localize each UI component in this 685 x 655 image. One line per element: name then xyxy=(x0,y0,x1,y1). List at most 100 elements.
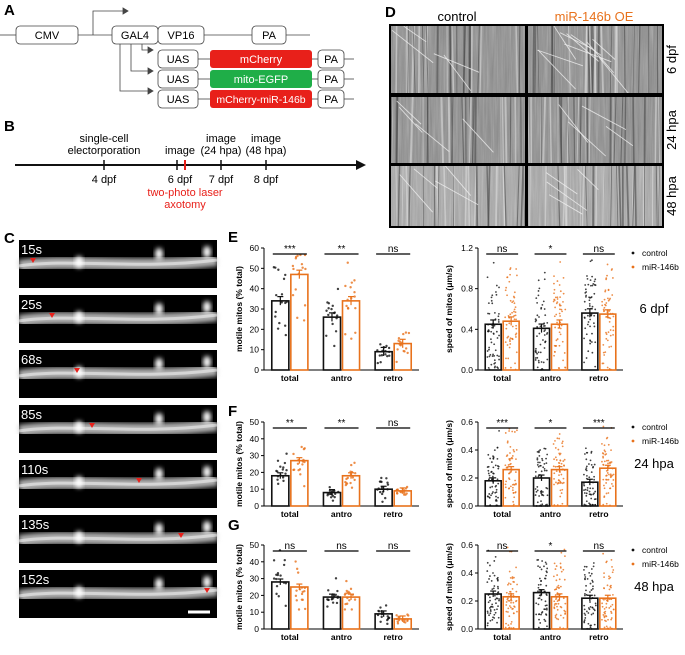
stationary-mito-track xyxy=(474,95,477,165)
x-tick-label: antro xyxy=(540,373,561,383)
mcherry-mir-label: mCherry-miR-146b xyxy=(216,94,305,106)
data-point xyxy=(562,460,565,462)
data-point xyxy=(402,620,406,624)
data-point xyxy=(556,338,559,340)
data-point xyxy=(488,312,491,315)
data-point xyxy=(558,578,561,581)
data-point xyxy=(395,614,398,617)
data-point xyxy=(564,308,567,311)
data-point xyxy=(331,304,334,308)
data-point xyxy=(605,302,608,304)
data-point xyxy=(489,457,492,460)
motile-mito-track xyxy=(567,121,607,157)
data-point xyxy=(537,351,540,354)
data-point xyxy=(593,280,596,283)
x-tick-label: total xyxy=(493,373,511,383)
stationary-mito-track xyxy=(501,95,504,165)
kymo-texture xyxy=(527,96,663,164)
data-point xyxy=(486,276,489,279)
data-point xyxy=(555,481,557,484)
data-point xyxy=(493,366,496,369)
data-point xyxy=(544,604,547,607)
data-point xyxy=(591,259,593,262)
data-point xyxy=(607,492,610,494)
data-point xyxy=(609,317,612,320)
pa-label-top: PA xyxy=(262,30,277,42)
data-point xyxy=(602,552,605,555)
data-point xyxy=(507,624,510,626)
data-point xyxy=(583,300,586,303)
x-tick-label: total xyxy=(281,373,299,383)
data-point xyxy=(536,451,539,453)
data-point xyxy=(490,478,493,481)
tracked-mito-marker xyxy=(136,478,142,483)
data-point xyxy=(541,457,543,460)
data-point xyxy=(586,277,589,280)
data-point xyxy=(587,350,590,353)
legend-control: control xyxy=(642,248,668,258)
data-point xyxy=(512,491,515,494)
data-point xyxy=(386,354,389,358)
y-tick-label: 0.4 xyxy=(461,568,473,578)
data-point xyxy=(284,273,287,277)
y-tick-label: 30 xyxy=(250,304,260,314)
data-point xyxy=(351,476,355,479)
data-point xyxy=(534,494,537,496)
data-point xyxy=(350,281,354,284)
data-point xyxy=(281,468,285,471)
kymo-col-control: control xyxy=(437,9,476,24)
data-point xyxy=(514,311,517,314)
data-point xyxy=(601,442,603,445)
motile-mito-track xyxy=(537,49,584,67)
data-point xyxy=(535,602,538,605)
data-point xyxy=(585,458,588,461)
data-point xyxy=(490,363,493,366)
kymo-texture xyxy=(390,25,526,94)
data-point xyxy=(296,316,299,320)
data-point xyxy=(539,622,542,624)
stationary-mito-track xyxy=(406,24,409,95)
motile-mito-track xyxy=(605,126,634,147)
data-point xyxy=(515,268,518,270)
motile-mito-track xyxy=(444,164,472,196)
data-point xyxy=(587,607,590,609)
data-point xyxy=(554,594,557,596)
data-point xyxy=(504,464,507,467)
data-point xyxy=(325,309,328,312)
significance-label: ns xyxy=(594,541,605,552)
data-point xyxy=(612,594,614,596)
data-point xyxy=(584,594,586,597)
timelapse-frame: 68s xyxy=(18,350,218,398)
data-point xyxy=(554,326,557,329)
mito-spot xyxy=(203,356,211,368)
data-point xyxy=(545,607,548,610)
data-point xyxy=(583,489,585,492)
y-tick-label: 10 xyxy=(250,607,260,617)
data-point xyxy=(510,366,512,369)
data-point xyxy=(611,603,614,606)
data-point xyxy=(504,486,507,489)
data-point xyxy=(558,599,561,602)
stationary-mito-track xyxy=(449,24,452,95)
data-point xyxy=(509,340,511,343)
data-point xyxy=(487,453,490,456)
data-point xyxy=(513,450,516,453)
y-tick-label: 0 xyxy=(254,624,259,634)
data-point xyxy=(545,457,547,460)
event-label-4b: (48 hpa) xyxy=(246,145,287,157)
data-point xyxy=(542,466,545,469)
data-point xyxy=(603,576,605,579)
stationary-mito-track xyxy=(632,164,636,228)
data-point xyxy=(607,289,610,292)
data-point xyxy=(605,316,608,318)
data-point xyxy=(377,610,381,613)
data-point xyxy=(534,359,537,361)
data-point xyxy=(335,314,339,317)
stationary-mito-track xyxy=(532,24,536,95)
stationary-mito-track xyxy=(436,164,439,228)
data-point xyxy=(559,495,562,498)
data-point xyxy=(558,367,561,370)
data-point xyxy=(489,575,491,577)
chart-F_motile: 0 10 20 30 40 50 motile mitos (% total) total **… xyxy=(234,417,419,519)
mito-spot xyxy=(155,578,163,590)
